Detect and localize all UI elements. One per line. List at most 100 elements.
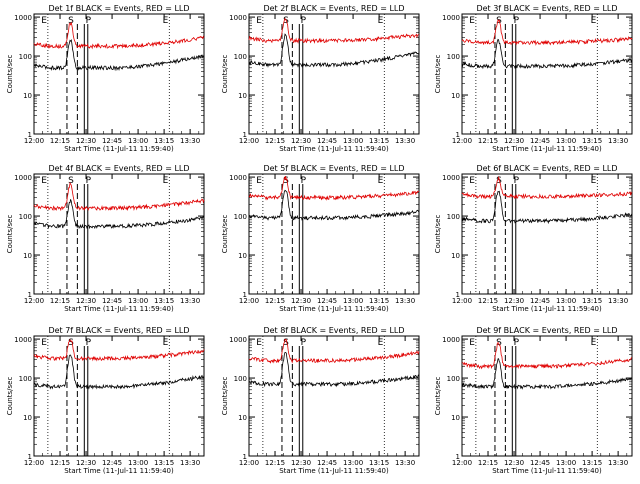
x-tick-label: 12:15 xyxy=(50,459,70,467)
panel-title: Det 9f BLACK = Events, RED = LLD xyxy=(476,326,617,335)
lld-series-line xyxy=(248,17,419,44)
y-tick-label: 100 xyxy=(234,53,247,61)
y-axis-label: Counts/sec xyxy=(221,215,229,254)
x-tick-label: 12:30 xyxy=(504,297,524,305)
events-series-line xyxy=(248,351,419,388)
y-tick-label: 10 xyxy=(238,92,247,100)
y-axis-label: Counts/sec xyxy=(221,377,229,416)
marker-p: P xyxy=(301,176,307,186)
marker-p: P xyxy=(86,338,92,348)
panel-title: Det 2f BLACK = Events, RED = LLD xyxy=(263,4,404,13)
events-series-line xyxy=(461,38,633,70)
x-tick-label: 12:00 xyxy=(24,137,44,145)
marker-e-end: E xyxy=(378,16,384,26)
y-tick-label: 10 xyxy=(23,92,32,100)
marker-e-end: E xyxy=(591,16,597,26)
y-tick-label: 100 xyxy=(447,213,460,221)
panel-title: Det 7f BLACK = Events, RED = LLD xyxy=(48,326,189,335)
panel-title: Det 1f BLACK = Events, RED = LLD xyxy=(48,4,189,13)
detector-panel: Det 2f BLACK = Events, RED = LLD 1 10 100 10… xyxy=(221,4,420,153)
marker-e-end: E xyxy=(378,176,384,186)
x-tick-label: 13:15 xyxy=(154,137,174,145)
y-tick-label: 1000 xyxy=(229,336,247,344)
x-tick-label: 12:30 xyxy=(291,137,311,145)
x-tick-label: 13:00 xyxy=(128,297,148,305)
x-tick-label: 13:15 xyxy=(582,297,602,305)
y-tick-label: 1 xyxy=(243,291,247,299)
y-tick-label: 1000 xyxy=(442,336,460,344)
panel-title: Det 4f BLACK = Events, RED = LLD xyxy=(48,164,189,173)
marker-e-start: E xyxy=(256,16,262,26)
x-tick-label: 12:15 xyxy=(478,459,498,467)
y-tick-label: 10 xyxy=(238,414,247,422)
y-tick-label: 1 xyxy=(28,453,32,461)
y-tick-label: 100 xyxy=(19,53,32,61)
marker-p: P xyxy=(514,338,520,348)
events-series-line xyxy=(33,39,205,72)
plot-frame xyxy=(461,173,633,295)
detector-panel: Det 6f BLACK = Events, RED = LLD 1 10 100 10… xyxy=(434,164,633,313)
y-tick-label: 1000 xyxy=(442,174,460,182)
marker-s: S xyxy=(496,176,502,186)
x-tick-label: 13:30 xyxy=(180,297,200,305)
plot-frame xyxy=(248,13,420,135)
lld-series-line xyxy=(461,175,633,200)
x-tick-label: 13:15 xyxy=(154,297,174,305)
y-tick-label: 1000 xyxy=(14,336,32,344)
x-tick-label: 12:30 xyxy=(76,459,96,467)
x-tick-label: 12:15 xyxy=(265,137,285,145)
x-tick-label: 13:30 xyxy=(180,459,200,467)
detector-panel: Det 1f BLACK = Events, RED = LLD 1 10 100 10… xyxy=(6,4,205,153)
y-tick-label: 100 xyxy=(234,213,247,221)
y-tick-label: 10 xyxy=(238,252,247,260)
y-tick-label: 1 xyxy=(28,291,32,299)
y-tick-label: 100 xyxy=(234,375,247,383)
x-axis-label: Start Time (11-Jul-11 11:59:40) xyxy=(279,145,389,153)
x-tick-label: 12:15 xyxy=(265,459,285,467)
y-axis-label: Counts/sec xyxy=(6,55,14,94)
lld-series-line xyxy=(248,338,420,364)
events-series-line xyxy=(248,189,420,221)
x-tick-label: 12:45 xyxy=(530,297,550,305)
x-tick-label: 13:30 xyxy=(395,297,415,305)
marker-e-end: E xyxy=(163,16,169,26)
x-tick-label: 13:30 xyxy=(180,137,200,145)
x-tick-label: 13:00 xyxy=(556,459,576,467)
marker-e-end: E xyxy=(163,176,169,186)
x-axis-label: Start Time (11-Jul-11 11:59:40) xyxy=(492,305,602,313)
events-series-line xyxy=(33,199,205,230)
marker-s: S xyxy=(68,338,74,348)
x-tick-label: 12:00 xyxy=(452,137,472,145)
x-tick-label: 13:30 xyxy=(608,459,628,467)
panel-title: Det 3f BLACK = Events, RED = LLD xyxy=(476,4,617,13)
plot-frame xyxy=(248,335,420,457)
events-series-line xyxy=(461,358,633,390)
y-tick-label: 100 xyxy=(19,375,32,383)
x-tick-label: 12:15 xyxy=(50,297,70,305)
marker-s: S xyxy=(68,16,74,26)
x-tick-label: 13:00 xyxy=(128,459,148,467)
x-tick-label: 12:30 xyxy=(76,297,96,305)
lld-series-line xyxy=(33,182,205,212)
x-tick-label: 12:45 xyxy=(530,137,550,145)
y-tick-label: 100 xyxy=(447,53,460,61)
x-tick-label: 12:30 xyxy=(504,137,524,145)
marker-p: P xyxy=(86,16,92,26)
marker-e-start: E xyxy=(469,16,475,26)
x-tick-label: 13:30 xyxy=(395,137,415,145)
lld-series-line xyxy=(33,338,205,362)
plot-frame xyxy=(33,173,205,295)
x-tick-label: 13:15 xyxy=(369,137,389,145)
x-axis-label: Start Time (11-Jul-11 11:59:40) xyxy=(64,305,174,313)
x-tick-label: 12:45 xyxy=(317,297,337,305)
marker-e-start: E xyxy=(469,338,475,348)
lld-series-line xyxy=(461,342,632,370)
panel-title: Det 6f BLACK = Events, RED = LLD xyxy=(476,164,617,173)
marker-e-end: E xyxy=(591,338,597,348)
x-tick-label: 13:00 xyxy=(556,297,576,305)
x-tick-label: 13:15 xyxy=(369,459,389,467)
y-tick-label: 1000 xyxy=(229,174,247,182)
marker-e-start: E xyxy=(41,338,47,348)
x-tick-label: 12:45 xyxy=(317,459,337,467)
y-tick-label: 10 xyxy=(451,92,460,100)
